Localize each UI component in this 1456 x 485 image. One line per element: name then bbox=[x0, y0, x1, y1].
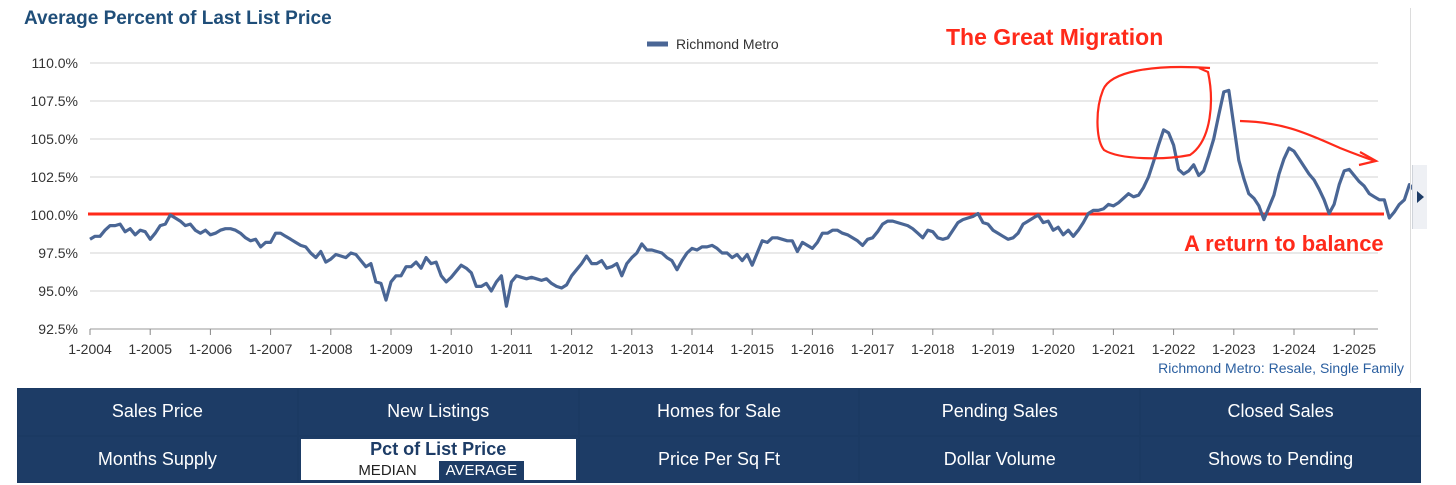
active-metric-title: Pct of List Price bbox=[370, 438, 507, 459]
annotation-return-to-balance: A return to balance bbox=[1184, 231, 1384, 256]
annotation-arrow bbox=[1239, 119, 1376, 163]
x-tick-label: 1-2020 bbox=[1031, 341, 1075, 357]
y-tick-label: 95.0% bbox=[38, 283, 78, 299]
toggle-median[interactable]: MEDIAN bbox=[358, 461, 417, 479]
caret-right-icon bbox=[1417, 191, 1424, 203]
y-tick-label: 102.5% bbox=[31, 169, 78, 185]
metric-months-supply[interactable]: Months Supply bbox=[18, 436, 297, 482]
x-tick-label: 1-2013 bbox=[610, 341, 654, 357]
stat-toggle: MEDIAN AVERAGE bbox=[352, 460, 525, 480]
y-tick-label: 105.0% bbox=[31, 131, 78, 147]
x-tick-label: 1-2014 bbox=[670, 341, 714, 357]
x-tick-label: 1-2017 bbox=[851, 341, 895, 357]
x-tick-label: 1-2010 bbox=[429, 341, 473, 357]
metric-closed-sales[interactable]: Closed Sales bbox=[1141, 389, 1420, 435]
x-tick-label: 1-2025 bbox=[1332, 341, 1376, 357]
legend-label: Richmond Metro bbox=[676, 36, 779, 52]
source-label: Richmond Metro: Resale, Single Family bbox=[1158, 360, 1404, 376]
chart-title: Average Percent of Last List Price bbox=[24, 8, 332, 29]
x-tick-label: 1-2019 bbox=[971, 341, 1015, 357]
metric-selector: Sales Price New Listings Homes for Sale … bbox=[17, 388, 1421, 483]
metric-shows-to-pending[interactable]: Shows to Pending bbox=[1141, 436, 1420, 482]
x-tick-label: 1-2004 bbox=[68, 341, 112, 357]
metric-dollar-volume[interactable]: Dollar Volume bbox=[860, 436, 1140, 482]
y-tick-label: 97.5% bbox=[38, 245, 78, 261]
x-tick-label: 1-2005 bbox=[128, 341, 172, 357]
metric-price-per-sq-ft[interactable]: Price Per Sq Ft bbox=[579, 436, 859, 482]
y-tick-label: 107.5% bbox=[31, 93, 78, 109]
x-tick-label: 1-2007 bbox=[249, 341, 293, 357]
y-tick-label: 110.0% bbox=[32, 55, 78, 71]
x-tick-label: 1-2012 bbox=[550, 341, 594, 357]
series-line-richmond-metro bbox=[89, 88, 1416, 308]
toggle-average[interactable]: AVERAGE bbox=[438, 460, 525, 480]
x-tick-label: 1-2011 bbox=[490, 341, 533, 357]
metric-sales-price[interactable]: Sales Price bbox=[18, 389, 297, 435]
x-tick-label: 1-2008 bbox=[309, 341, 353, 357]
legend[interactable]: Richmond Metro bbox=[647, 36, 779, 52]
x-tick-label: 1-2009 bbox=[369, 341, 413, 357]
x-tick-label: 1-2006 bbox=[189, 341, 233, 357]
y-tick-label: 92.5% bbox=[38, 321, 78, 337]
x-tick-label: 1-2022 bbox=[1152, 341, 1196, 357]
annotation-great-migration: The Great Migration bbox=[946, 24, 1163, 50]
x-tick-label: 1-2023 bbox=[1212, 341, 1256, 357]
y-tick-label: 100.0% bbox=[31, 207, 78, 223]
x-tick-label: 1-2024 bbox=[1272, 341, 1316, 357]
chart-nav-button[interactable] bbox=[1412, 165, 1427, 229]
annotation-arrowhead bbox=[1358, 151, 1379, 167]
metric-homes-for-sale[interactable]: Homes for Sale bbox=[579, 389, 859, 435]
axes: 110.0% 107.5% 105.0% 102.5% 100.0% 97.5% 95.0%… bbox=[31, 55, 1377, 357]
metric-pending-sales[interactable]: Pending Sales bbox=[860, 389, 1140, 435]
line-chart: 110.0% 107.5% 105.0% 102.5% 100.0% 97.5% 95.0%… bbox=[31, 24, 1416, 357]
x-tick-label: 1-2016 bbox=[791, 341, 835, 357]
x-tick-label: 1-2018 bbox=[911, 341, 955, 357]
metric-pct-of-list-price[interactable]: Pct of List Price MEDIAN AVERAGE bbox=[298, 436, 578, 482]
chart-frame-right bbox=[1410, 8, 1411, 383]
gridlines bbox=[90, 62, 1378, 330]
x-tick-label: 1-2021 bbox=[1092, 341, 1136, 357]
annotation-circle bbox=[1096, 65, 1213, 160]
metric-new-listings[interactable]: New Listings bbox=[298, 389, 578, 435]
x-tick-label: 1-2015 bbox=[730, 341, 774, 357]
